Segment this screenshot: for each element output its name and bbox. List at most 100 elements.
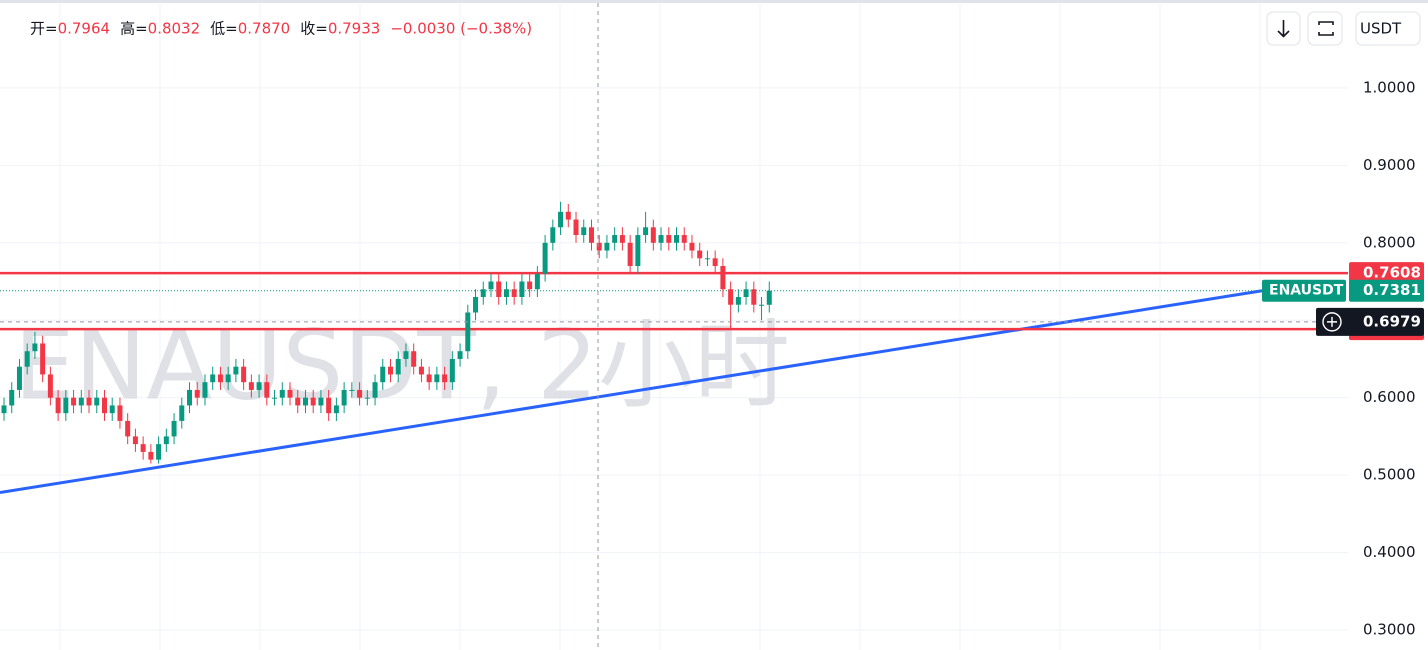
candle-body xyxy=(1,405,7,414)
ohlc-key: 低= xyxy=(210,20,238,38)
candle-body xyxy=(140,444,146,452)
candle-body xyxy=(728,289,734,305)
candle-body xyxy=(666,235,672,243)
candle-body xyxy=(264,382,270,398)
candle-body xyxy=(488,281,494,290)
candle-body xyxy=(372,382,378,398)
candle-body xyxy=(658,235,664,243)
symbol-box xyxy=(1262,279,1346,302)
candle-body xyxy=(202,382,208,398)
add-alert-icon[interactable] xyxy=(1322,312,1342,332)
candle-body xyxy=(302,397,308,406)
candle-body xyxy=(588,227,594,243)
candle-body xyxy=(357,389,363,398)
candle-body xyxy=(751,289,757,305)
candle-body xyxy=(9,389,15,406)
currency-button[interactable] xyxy=(1355,11,1421,46)
candle-body xyxy=(573,219,579,236)
crosshair-box xyxy=(1316,307,1424,336)
candle-body xyxy=(94,397,100,406)
candle-body xyxy=(596,242,602,251)
ohlc-value: 0.7933 xyxy=(328,20,381,38)
ohlc-value: 0.7964 xyxy=(58,20,111,38)
candle-body xyxy=(171,420,177,437)
top-border xyxy=(0,0,1428,3)
candle-body xyxy=(388,366,393,375)
candle-body xyxy=(109,405,115,414)
reset-icon xyxy=(1318,21,1334,36)
candle-body xyxy=(395,358,401,375)
candle-body xyxy=(503,289,509,298)
y-tick-label: 1.0000 xyxy=(1363,78,1416,96)
add-alert-plus xyxy=(1327,316,1337,327)
last-price-label: 0.7381 xyxy=(1363,281,1421,299)
candle-body xyxy=(132,436,138,445)
y-tick-label: 0.9000 xyxy=(1363,156,1416,174)
candle-body xyxy=(403,351,409,359)
candle-body xyxy=(241,366,247,383)
change-value: −0.0030 (−0.38%) xyxy=(390,20,532,38)
candle-body xyxy=(225,374,231,383)
candle-body xyxy=(565,211,571,220)
candle-body xyxy=(643,227,649,236)
candle-body xyxy=(558,211,564,228)
watermark: ENAUSDT, 2小时 xyxy=(14,309,790,421)
candle-body xyxy=(604,242,610,251)
y-tick-label: 0.8000 xyxy=(1363,233,1416,251)
candle-body xyxy=(759,304,765,306)
candle-body xyxy=(619,235,625,243)
ohlc-value: 0.7870 xyxy=(238,20,291,38)
candle-body xyxy=(704,258,710,260)
candle-body xyxy=(519,281,525,298)
download-icon xyxy=(1277,20,1290,38)
candle-body xyxy=(194,389,200,398)
candle-body xyxy=(511,289,517,298)
candle-body xyxy=(612,235,618,243)
candle-body xyxy=(78,397,84,406)
ohlc-key: 高= xyxy=(120,20,148,38)
candle-body xyxy=(627,242,633,267)
plot: ENAUSDT, 2小时 xyxy=(0,3,1348,650)
candle-body xyxy=(349,389,355,391)
candle-body xyxy=(442,374,448,383)
toolbar: USDT xyxy=(1266,11,1421,46)
y-tick-label: 0.6000 xyxy=(1363,388,1416,406)
grid xyxy=(0,3,1348,650)
candle-body xyxy=(125,420,131,437)
candle-body xyxy=(55,397,61,414)
candle-body xyxy=(364,397,370,399)
candle-body xyxy=(163,436,169,445)
candle-body xyxy=(712,258,718,267)
candle-body xyxy=(333,405,339,414)
candle-body xyxy=(581,227,587,236)
candle-body xyxy=(86,397,92,406)
candle-body xyxy=(426,374,432,383)
symbol-label: ENAUSDT xyxy=(1269,283,1344,299)
candle-body xyxy=(24,351,30,367)
candle-body xyxy=(210,374,216,383)
price-line-label: 0.7608 xyxy=(1363,264,1421,282)
reset-button[interactable] xyxy=(1307,11,1343,46)
candle-body xyxy=(674,235,680,243)
candle-body xyxy=(295,397,301,406)
candle-body xyxy=(63,397,69,414)
candle-body xyxy=(465,312,471,352)
candle-body xyxy=(47,374,53,398)
candle-body xyxy=(71,397,77,406)
candle-body xyxy=(272,397,278,399)
ohlc-value: 0.8032 xyxy=(148,20,201,38)
trend-line xyxy=(0,289,1263,495)
candle-body xyxy=(735,297,741,305)
candle-body xyxy=(550,227,556,243)
candle-body xyxy=(310,397,316,406)
candle-body xyxy=(32,343,38,352)
candle-body xyxy=(681,235,687,243)
candle-body xyxy=(217,374,223,383)
candle-body xyxy=(179,405,185,421)
candle-body xyxy=(380,366,386,383)
candle-body xyxy=(341,389,347,406)
candle-body xyxy=(156,444,162,460)
candle-body xyxy=(689,242,695,251)
candle-body xyxy=(318,397,324,406)
